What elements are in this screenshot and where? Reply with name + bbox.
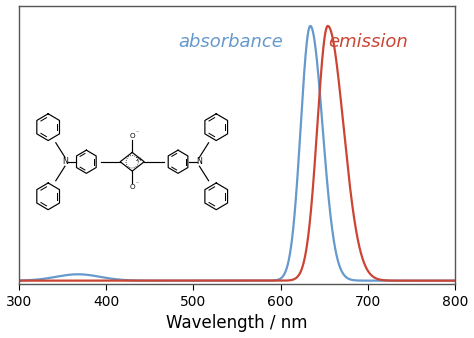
Text: absorbance: absorbance [178, 33, 283, 51]
Text: emission: emission [328, 33, 408, 51]
X-axis label: Wavelength / nm: Wavelength / nm [166, 314, 308, 333]
